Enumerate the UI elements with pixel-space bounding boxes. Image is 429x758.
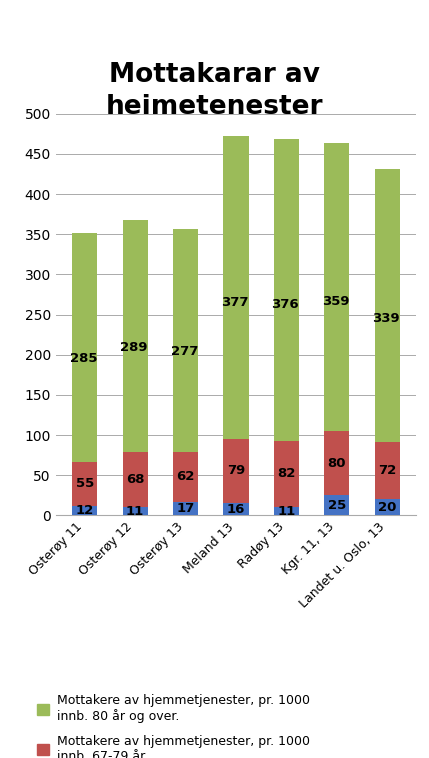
Text: 55: 55 (76, 478, 94, 490)
Text: 72: 72 (378, 464, 396, 477)
Bar (324, 496, 349, 515)
Text: Mottakarar av
heimetenester: Mottakarar av heimetenester (106, 62, 323, 120)
Bar (324, 143, 349, 431)
Text: 339: 339 (372, 312, 400, 325)
Bar (224, 503, 248, 515)
Bar (173, 452, 198, 502)
Bar (173, 230, 198, 452)
Text: 289: 289 (121, 341, 148, 354)
Text: 277: 277 (171, 346, 198, 359)
Bar (375, 500, 400, 515)
Text: 12: 12 (76, 504, 94, 517)
Text: 20: 20 (378, 501, 396, 514)
Text: 68: 68 (126, 473, 145, 486)
Bar (274, 506, 299, 515)
Bar (224, 439, 248, 503)
Bar (72, 462, 97, 506)
Text: 17: 17 (176, 502, 195, 515)
Text: 11: 11 (126, 505, 144, 518)
Text: 376: 376 (272, 298, 299, 312)
Legend: Mottakere av hjemmetjenester, pr. 1000
innb. 80 år og over., Mottakere av hjemme: Mottakere av hjemmetjenester, pr. 1000 i… (33, 691, 314, 758)
Text: 25: 25 (328, 499, 346, 512)
Text: 11: 11 (277, 505, 296, 518)
Bar (123, 506, 148, 515)
Bar (224, 136, 248, 439)
Text: 82: 82 (277, 467, 296, 480)
Text: 359: 359 (322, 295, 350, 308)
Bar (375, 169, 400, 441)
Text: 377: 377 (221, 296, 249, 309)
Bar (72, 233, 97, 462)
Text: 285: 285 (70, 352, 97, 365)
Text: 79: 79 (227, 465, 245, 478)
Bar (123, 452, 148, 506)
Bar (274, 440, 299, 506)
Bar (72, 506, 97, 515)
Bar (324, 431, 349, 496)
Bar (123, 220, 148, 452)
Text: 62: 62 (176, 471, 195, 484)
Text: 80: 80 (327, 457, 346, 470)
Text: 16: 16 (227, 503, 245, 515)
Bar (274, 139, 299, 440)
Bar (173, 502, 198, 515)
Bar (375, 441, 400, 500)
